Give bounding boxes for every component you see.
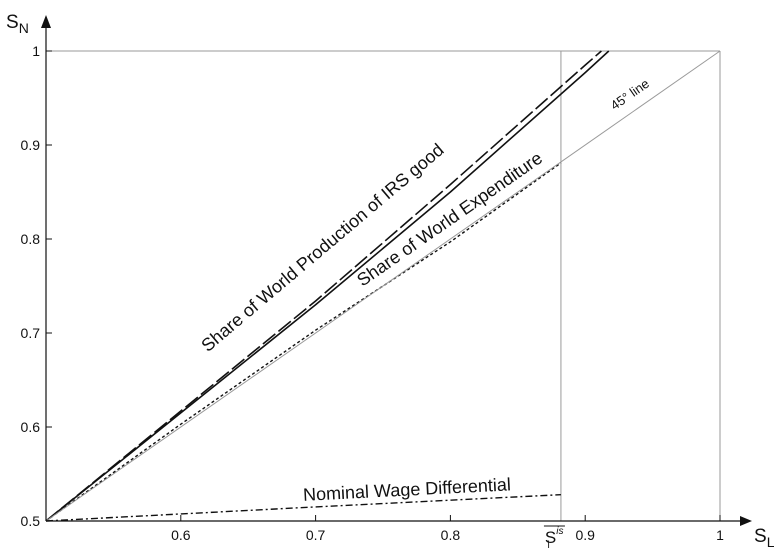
y-tick-label: 0.7	[21, 325, 41, 341]
x-axis-title: SL	[754, 526, 774, 550]
x-tick-label: 0.7	[306, 527, 326, 543]
y-tick-label: 0.8	[21, 231, 41, 247]
annotation-wage: Nominal Wage Differential	[303, 474, 512, 505]
annotation-expenditure: Share of World Expenditure	[353, 148, 546, 290]
x-tick-label: 0.9	[575, 527, 595, 543]
series-production-solid	[45, 50, 610, 522]
annotation-line-45: 45° line	[608, 76, 652, 113]
y-axis-arrow	[41, 15, 51, 28]
series-expenditure	[45, 162, 562, 522]
y-tick-label: 0.9	[21, 137, 41, 153]
y-tick-label: 1	[32, 43, 40, 59]
y-tick-label: 0.6	[21, 419, 41, 435]
x-tick-label: 0.6	[171, 527, 191, 543]
series-production-dashed	[45, 50, 602, 522]
x-tick-label: 1	[716, 527, 724, 543]
ticks: 0.5 0.6 0.7 0.8 0.9 1 0.6 0.7 0.8 0.9 1	[21, 43, 725, 543]
y-axis-title: SN	[6, 12, 29, 36]
threshold-label: Sis l	[545, 526, 564, 551]
x-axis-arrow	[740, 516, 752, 526]
series-lines	[45, 50, 721, 522]
axes	[41, 15, 752, 526]
series-line-45	[45, 50, 721, 522]
y-tick-label: 0.5	[21, 513, 41, 529]
x-tick-label: 0.8	[441, 527, 461, 543]
